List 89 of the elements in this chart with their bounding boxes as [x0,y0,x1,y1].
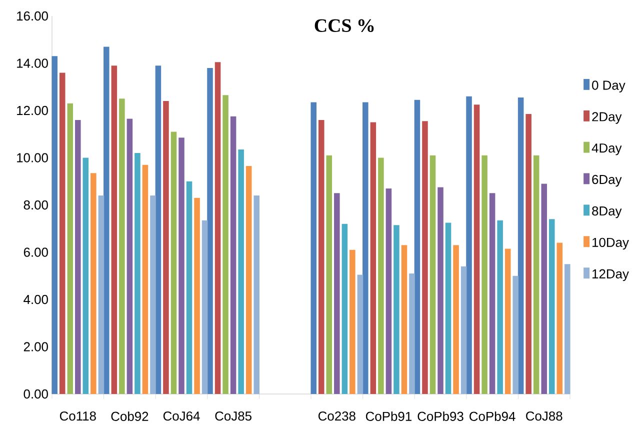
bar [67,103,74,394]
bar [342,224,348,394]
bar [548,219,555,394]
bar [504,248,511,394]
bar [104,46,110,394]
bar [126,118,133,394]
bar [482,155,488,394]
bar [357,274,364,394]
bar [142,164,148,394]
bar [214,62,221,394]
y-tick-label: 6.00 [24,248,48,257]
bar [222,95,228,394]
bar [90,173,96,394]
bar [75,120,81,394]
bar [386,188,392,394]
bar [52,56,58,394]
bar [310,102,316,394]
bar [238,149,244,394]
x-tick-label: Cob92 [111,411,148,421]
legend-label: 6Day [592,174,622,187]
bar [111,66,118,394]
bar [178,138,184,394]
bar [246,166,252,394]
bar [82,158,89,394]
y-tick-label: 12.00 [17,106,48,116]
x-tick-label: CoJ64 [163,411,200,421]
bar [512,276,518,394]
y-tick-label: 14.00 [17,58,48,68]
bar [401,245,408,394]
bar [362,102,368,394]
bar [230,116,236,394]
bar [430,155,436,394]
bar [422,121,428,394]
x-tick-label: CoPb93 [418,411,464,421]
bar [170,132,177,394]
bar [556,242,563,394]
bar [59,72,66,394]
bar [207,68,213,394]
bar [318,120,324,394]
bar [541,184,547,394]
bar [518,98,524,394]
bar [350,250,356,394]
bar [497,220,503,394]
bar [394,225,400,394]
x-tick-label: CoPb94 [470,411,516,421]
bar [526,114,532,394]
bar [334,193,340,394]
bar [409,274,415,394]
legend-label: 2Day [592,112,622,124]
bar [150,196,156,394]
legend-label: 0 Day [592,80,626,92]
bar [254,196,260,394]
chart-title: CCS % [314,19,374,32]
y-tick-label: 2.00 [24,342,48,352]
y-tick-label: 10.00 [17,153,48,162]
bar [163,101,169,394]
y-tick-label: 8.00 [24,200,48,210]
y-tick-label: 16.00 [17,11,48,21]
bar [378,158,384,394]
x-tick-label: CoJ85 [215,411,252,421]
legend-label: 8Day [592,206,622,218]
bar [453,245,459,394]
bar [370,122,376,394]
bar [119,98,125,394]
bar [134,153,140,394]
x-tick-label: CoPb91 [366,411,412,421]
bar [474,104,480,394]
bar [533,155,540,394]
y-tick-label: 0.00 [24,389,48,399]
legend-label: 10Day [592,238,629,250]
bar [98,196,104,394]
legend-label: 4Day [592,144,622,156]
bar [194,198,200,394]
bar [489,193,496,394]
bar [186,181,192,394]
bar [326,155,332,394]
bar [466,96,472,394]
bar [414,100,420,394]
bar [564,264,570,394]
x-tick-label: Co238 [318,411,356,421]
x-tick-label: Co118 [60,411,96,421]
bar [445,222,452,394]
bar [202,220,208,394]
legend-label: 12Day [592,269,629,282]
bar [155,66,162,394]
x-tick-label: CoJ88 [526,411,562,421]
bar [460,266,467,394]
bar [438,187,444,394]
y-tick-label: 4.00 [24,294,48,304]
